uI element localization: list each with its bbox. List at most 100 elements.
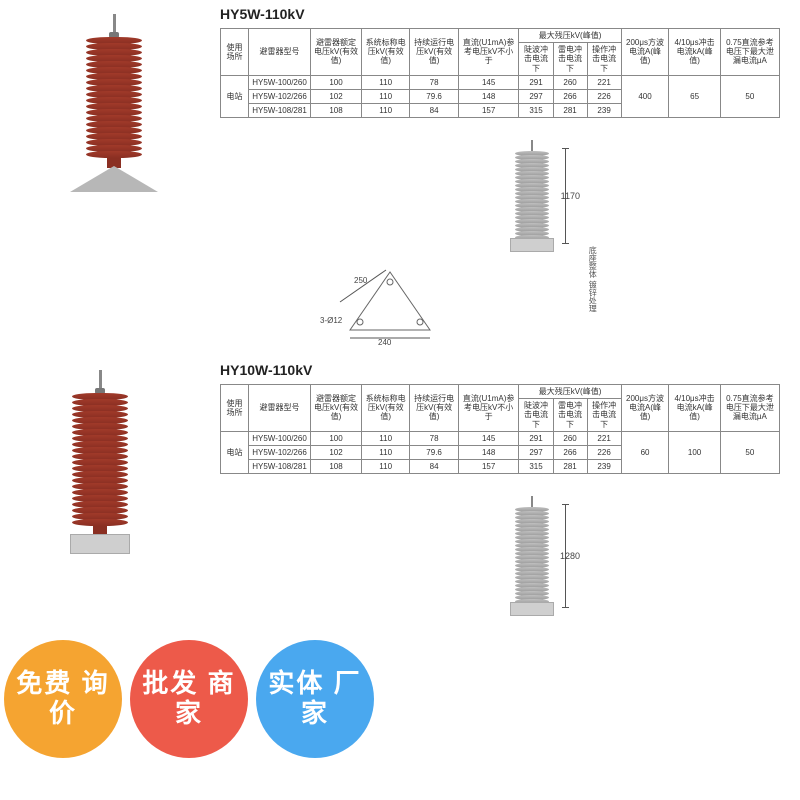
base-side-label: 250 — [354, 276, 367, 285]
data-cell: HY5W-100/260 — [249, 75, 311, 89]
bubble-label: 免费 询价 — [4, 669, 122, 729]
arrester-sheds — [72, 394, 128, 526]
tail-cell: 50 — [720, 431, 779, 474]
data-cell: 297 — [519, 89, 553, 103]
drawing-note: 底座整体 镀锌处理 — [588, 246, 597, 312]
data-cell: 239 — [587, 460, 621, 474]
data-cell: 260 — [553, 431, 587, 445]
data-cell: 266 — [553, 445, 587, 459]
data-cell: 145 — [458, 431, 519, 445]
arrester-base-rect — [70, 534, 130, 554]
data-cell: 102 — [311, 89, 362, 103]
sub-col-header: 操作冲击电流下 — [587, 43, 621, 76]
shed — [86, 151, 142, 158]
col-header: 4/10μs冲击电流kA(峰值) — [669, 29, 720, 76]
data-cell: HY5W-102/266 — [249, 89, 311, 103]
promo-bubble-wholesale[interactable]: 批发 商家 — [130, 640, 248, 758]
data-cell: 239 — [587, 104, 621, 118]
col-header: 直流(U1mA)参考电压kV不小于 — [458, 385, 519, 432]
data-cell: HY5W-108/281 — [249, 460, 311, 474]
col-header: 0.75直流参考电压下最大泄漏电流μA — [720, 385, 779, 432]
spec-table-2: 使用场所避雷器型号避雷器额定电压kV(有效值)系统标称电压kV(有效值)持续运行… — [220, 384, 780, 474]
data-cell: 110 — [361, 431, 409, 445]
data-cell: 100 — [311, 431, 362, 445]
tail-cell: 60 — [621, 431, 669, 474]
data-cell: 315 — [519, 104, 553, 118]
data-cell: 78 — [410, 431, 458, 445]
col-header: 使用场所 — [221, 29, 249, 76]
data-cell: 260 — [553, 75, 587, 89]
data-cell: 291 — [519, 75, 553, 89]
dim-sheds — [515, 152, 549, 240]
col-header: 持续运行电压kV(有效值) — [410, 385, 458, 432]
base-holes-label: 3-Ø12 — [320, 316, 342, 325]
data-cell: 281 — [553, 460, 587, 474]
data-cell: 145 — [458, 75, 519, 89]
col-header: 系统标称电压kV(有效值) — [361, 385, 409, 432]
sub-col-header: 陡波冲击电流下 — [519, 43, 553, 76]
data-cell: 108 — [311, 104, 362, 118]
data-cell: 110 — [361, 89, 409, 103]
sub-col-header: 雷电冲击电流下 — [553, 399, 587, 432]
data-cell: 102 — [311, 445, 362, 459]
data-cell: HY5W-108/281 — [249, 104, 311, 118]
col-header: 避雷器额定电压kV(有效值) — [311, 29, 362, 76]
spec-table-1: 使用场所避雷器型号避雷器额定电压kV(有效值)系统标称电压kV(有效值)持续运行… — [220, 28, 780, 118]
tail-cell: 400 — [621, 75, 669, 118]
dimension-drawing-2: 1280 — [510, 496, 554, 616]
data-cell: 157 — [458, 104, 519, 118]
sub-col-header: 雷电冲击电流下 — [553, 43, 587, 76]
data-cell: 110 — [361, 445, 409, 459]
dim-sheds — [515, 508, 549, 604]
sub-col-header: 陡波冲击电流下 — [519, 399, 553, 432]
col-header: 4/10μs冲击电流kA(峰值) — [669, 385, 720, 432]
data-cell: HY5W-100/260 — [249, 431, 311, 445]
dim-height-label: 1280 — [560, 551, 580, 561]
col-header: 避雷器型号 — [249, 385, 311, 432]
data-cell: 110 — [361, 104, 409, 118]
data-cell: 110 — [361, 75, 409, 89]
col-header: 持续运行电压kV(有效值) — [410, 29, 458, 76]
col-header: 最大残压kV(峰值) — [519, 29, 621, 43]
data-cell: 226 — [587, 445, 621, 459]
data-cell: 157 — [458, 460, 519, 474]
data-cell: 148 — [458, 89, 519, 103]
arrester-base-triangle — [70, 166, 158, 192]
place-cell: 电站 — [221, 431, 249, 474]
col-header: 使用场所 — [221, 385, 249, 432]
col-header: 最大残压kV(峰值) — [519, 385, 621, 399]
data-cell: 148 — [458, 445, 519, 459]
arrester-sheds — [86, 38, 142, 158]
data-cell: 108 — [311, 460, 362, 474]
place-cell: 电站 — [221, 75, 249, 118]
col-header: 0.75直流参考电压下最大泄漏电流μA — [720, 29, 779, 76]
table-row: 电站HY5W-100/26010011078145291260221400655… — [221, 75, 780, 89]
data-cell: 79.6 — [410, 445, 458, 459]
col-header: 200μs方波电流A(峰值) — [621, 29, 669, 76]
dim-base — [510, 238, 554, 252]
col-header: 200μs方波电流A(峰值) — [621, 385, 669, 432]
data-cell: 221 — [587, 431, 621, 445]
base-plate-diagram: 240 250 3-Ø12 — [330, 260, 470, 350]
tail-cell: 50 — [720, 75, 779, 118]
shed — [72, 519, 128, 526]
data-cell: 291 — [519, 431, 553, 445]
col-header: 系统标称电压kV(有效值) — [361, 29, 409, 76]
col-header: 直流(U1mA)参考电压kV不小于 — [458, 29, 519, 76]
bubble-label: 批发 商家 — [130, 669, 248, 729]
data-cell: 226 — [587, 89, 621, 103]
tail-cell: 100 — [669, 431, 720, 474]
promo-bubble-free-quote[interactable]: 免费 询价 — [4, 640, 122, 758]
base-plate-svg — [330, 260, 470, 350]
data-cell: 221 — [587, 75, 621, 89]
sub-col-header: 操作冲击电流下 — [587, 399, 621, 432]
arrester-tip — [113, 14, 116, 32]
col-header: 避雷器型号 — [249, 29, 311, 76]
promo-bubble-factory[interactable]: 实体 厂家 — [256, 640, 374, 758]
data-cell: 79.6 — [410, 89, 458, 103]
arrester-illustration-2 — [70, 370, 130, 554]
data-cell: 266 — [553, 89, 587, 103]
tail-cell: 65 — [669, 75, 720, 118]
data-cell: 315 — [519, 460, 553, 474]
data-cell: 100 — [311, 75, 362, 89]
